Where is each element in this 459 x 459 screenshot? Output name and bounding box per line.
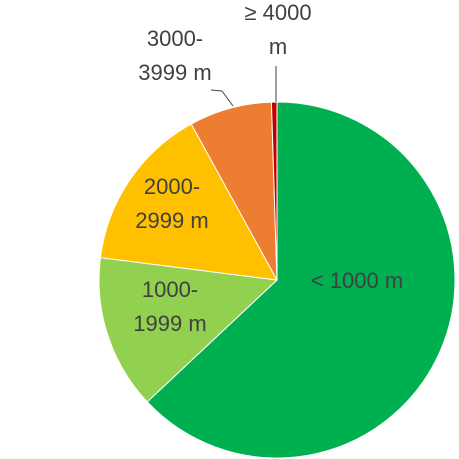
pie-slice (146, 101, 456, 459)
slice-label: 2000-2999 m (135, 174, 209, 233)
pie-slice (98, 257, 279, 403)
slice-label: ≥ 4000 m (244, 0, 312, 59)
leader-line (221, 90, 234, 107)
pie-slice (270, 101, 278, 281)
slice-label: 1000-1999 m (133, 277, 207, 336)
slice-label: 3000-3999 m (138, 26, 212, 85)
pie-slice (99, 123, 278, 281)
slice-label: < 1000 m (310, 268, 404, 293)
leader-line (210, 89, 223, 92)
